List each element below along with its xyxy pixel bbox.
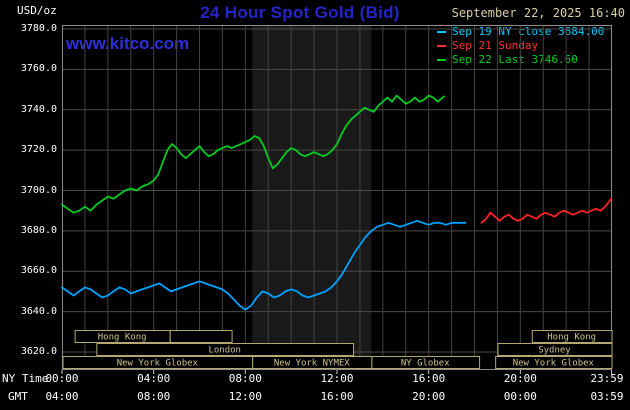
ny-time-label: NY Time	[2, 372, 49, 385]
x-tick-label: 00:00	[503, 390, 537, 403]
session-box	[531, 330, 613, 343]
x-axis-gmt-row: GMT 04:00 08:00 12:00 16:00 20:00 00:00 03:59	[0, 390, 630, 403]
x-tick-label: 12:00	[228, 390, 262, 403]
nymex-session-band	[252, 26, 372, 369]
y-tick-label: 3740.0	[20, 103, 57, 115]
line-sample-icon	[437, 45, 446, 47]
legend-item-sep22: Sep 22 Last 3746.60	[437, 53, 604, 67]
y-tick-label: 3620.0	[20, 346, 57, 357]
x-tick-label: 08:00	[137, 390, 171, 403]
x-tick-label: 20:00	[503, 372, 537, 385]
series-line-1	[480, 197, 613, 224]
kitco-link[interactable]: www.kitco.com	[66, 34, 190, 53]
legend-item-sep21: Sep 21 Sunday	[437, 39, 604, 53]
plot-frame	[62, 25, 612, 370]
page-title: 24 Hour Spot Gold (Bid)	[200, 3, 400, 22]
x-tick-label: 20:00	[412, 390, 446, 403]
x-tick-label: 16:00	[412, 372, 446, 385]
session-label: London	[208, 346, 241, 356]
line-sample-icon	[437, 31, 446, 33]
session-box	[495, 356, 613, 369]
y-axis-unit-label: USD/oz	[17, 4, 57, 17]
x-tick-label: 23:59	[590, 372, 624, 385]
y-tick-label: 3780.0	[20, 23, 57, 34]
x-tick-label: 00:00	[45, 372, 79, 385]
y-tick-label: 3640.0	[20, 305, 57, 317]
session-box	[96, 343, 355, 356]
gmt-label: GMT	[8, 390, 28, 403]
y-tick-label: 3760.0	[20, 63, 57, 75]
session-label: Hong Kong	[98, 333, 147, 343]
line-sample-icon	[437, 59, 446, 61]
session-box	[371, 356, 481, 369]
session-label: New York Globex	[117, 359, 199, 369]
x-tick-label: 12:00	[320, 372, 354, 385]
session-label: Sydney	[538, 346, 571, 356]
x-axis-ny-row: NY Time 00:00 04:00 08:00 12:00 16:00 20:00 23…	[0, 372, 630, 385]
session-label: Hong Kong	[547, 333, 596, 343]
datetime-label: September 22, 2025 16:40	[451, 6, 625, 20]
series-line-0	[61, 219, 467, 311]
y-tick-label: 3660.0	[20, 265, 57, 277]
series-line-2	[61, 94, 445, 214]
x-tick-label: 04:00	[45, 390, 79, 403]
session-label: NY Globex	[401, 359, 450, 369]
session-box	[497, 343, 613, 356]
x-tick-label: 16:00	[320, 390, 354, 403]
legend-label: Sep 22 Last 3746.60	[452, 53, 578, 66]
y-tick-label: 3720.0	[20, 144, 57, 156]
session-label: New York NYMEX	[274, 359, 350, 369]
session-box	[169, 330, 233, 343]
x-tick-label: 08:00	[228, 372, 262, 385]
session-label: New York Globex	[513, 359, 595, 369]
legend-label: Sep 21 Sunday	[452, 39, 539, 52]
y-tick-label: 3700.0	[20, 184, 57, 196]
x-tick-label: 04:00	[137, 372, 171, 385]
y-tick-label: 3680.0	[20, 224, 57, 236]
x-tick-label: 03:59	[590, 390, 624, 403]
